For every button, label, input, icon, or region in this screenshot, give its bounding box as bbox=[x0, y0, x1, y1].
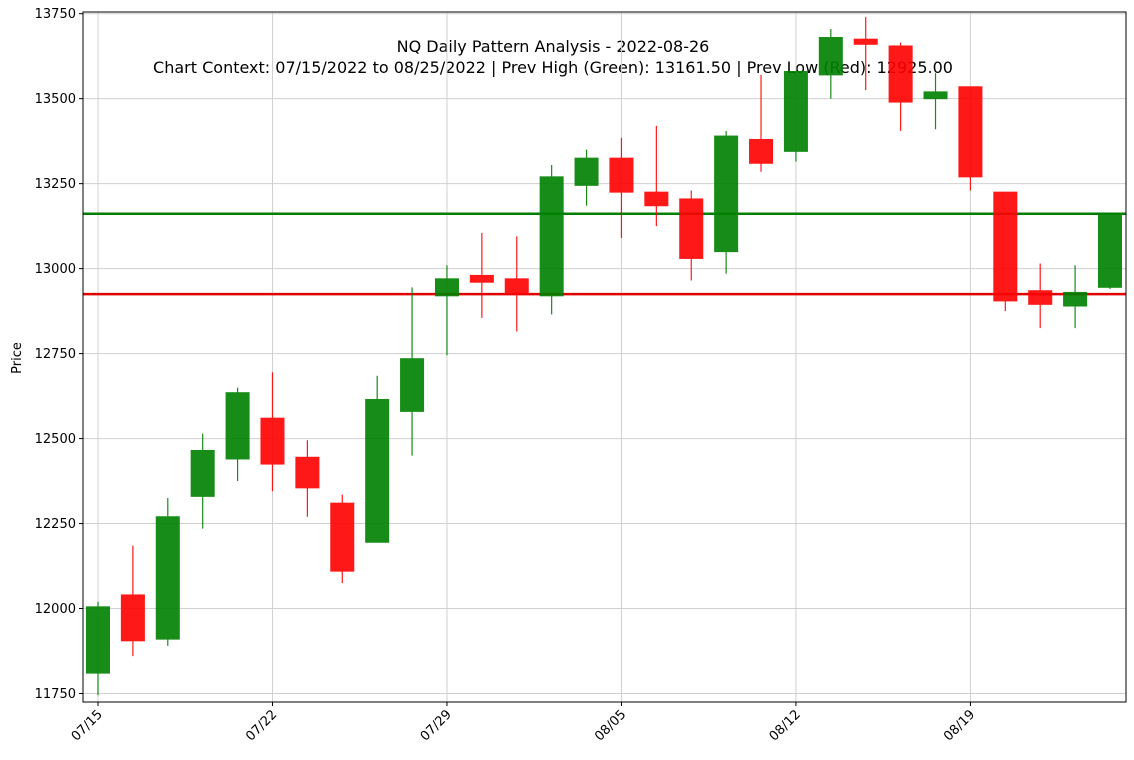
candle bbox=[714, 130, 739, 274]
candle-body bbox=[469, 274, 494, 283]
candle-body bbox=[609, 157, 634, 193]
chart-subtitle: Chart Context: 07/15/2022 to 08/25/2022 … bbox=[153, 58, 953, 77]
candle-body bbox=[190, 449, 215, 497]
candle-body bbox=[714, 135, 739, 253]
candle bbox=[783, 70, 808, 162]
candle-body bbox=[504, 278, 529, 295]
y-tick-label: 13500 bbox=[35, 92, 76, 107]
y-axis: 11750 12000 12250 12500 12750 13000 13250 13500… bbox=[35, 7, 83, 702]
candle bbox=[818, 28, 843, 99]
candle bbox=[923, 73, 948, 130]
candle-body bbox=[225, 392, 250, 460]
candle-body bbox=[365, 398, 390, 543]
candle-body bbox=[85, 606, 111, 674]
candle-body bbox=[958, 86, 983, 178]
candle bbox=[853, 17, 878, 91]
candle-body bbox=[644, 191, 669, 207]
y-axis-label: Price bbox=[10, 342, 25, 374]
x-tick-label: 07/15 bbox=[69, 707, 106, 744]
y-tick-label: 13750 bbox=[35, 7, 76, 22]
candle bbox=[295, 440, 320, 517]
candle bbox=[644, 125, 669, 227]
candle-body bbox=[1063, 291, 1088, 307]
y-tick-label: 12750 bbox=[35, 347, 76, 362]
candle-body bbox=[155, 516, 180, 640]
candle bbox=[365, 375, 390, 543]
candle bbox=[1097, 212, 1123, 290]
candle-body bbox=[574, 157, 599, 186]
candle bbox=[993, 191, 1018, 312]
candle-body bbox=[120, 594, 145, 642]
x-tick-label: 08/12 bbox=[767, 707, 804, 744]
candle bbox=[330, 494, 355, 584]
candle-body bbox=[818, 36, 843, 76]
candle bbox=[434, 265, 459, 356]
candle-body bbox=[330, 502, 355, 572]
candle-body bbox=[539, 176, 564, 297]
y-tick-label: 12500 bbox=[35, 432, 76, 447]
x-tick-label: 08/19 bbox=[941, 707, 978, 744]
candle bbox=[539, 164, 564, 315]
x-tick-label: 07/22 bbox=[243, 707, 280, 744]
candle bbox=[190, 433, 215, 529]
candle-body bbox=[679, 198, 704, 259]
candle bbox=[888, 42, 913, 131]
candle bbox=[1063, 265, 1088, 329]
candle bbox=[609, 137, 634, 239]
candle-body bbox=[993, 191, 1018, 302]
candle-body bbox=[1097, 213, 1123, 288]
candle bbox=[1028, 263, 1053, 329]
candle bbox=[469, 232, 494, 318]
chart-title: NQ Daily Pattern Analysis - 2022-08-26 bbox=[397, 37, 710, 56]
candle-body bbox=[400, 358, 425, 412]
candle bbox=[504, 236, 529, 332]
plot-frame bbox=[82, 11, 1127, 703]
candle bbox=[85, 601, 111, 696]
candle-body bbox=[1028, 290, 1053, 305]
candle bbox=[155, 498, 180, 646]
x-tick-label: 07/29 bbox=[418, 707, 455, 744]
candle bbox=[749, 74, 774, 172]
candle-body bbox=[295, 456, 320, 489]
y-tick-label: 12250 bbox=[35, 517, 76, 532]
candle bbox=[400, 287, 425, 456]
candle bbox=[120, 545, 145, 657]
candle-body bbox=[888, 45, 913, 103]
reference-lines bbox=[83, 212, 1126, 296]
candle-body bbox=[260, 417, 285, 465]
candle bbox=[260, 372, 285, 492]
candle bbox=[958, 86, 983, 191]
candles bbox=[85, 17, 1123, 696]
candle bbox=[574, 149, 599, 206]
y-tick-label: 11750 bbox=[35, 687, 76, 702]
y-tick-label: 13000 bbox=[35, 262, 76, 277]
grid bbox=[83, 12, 1126, 702]
candle-body bbox=[434, 278, 459, 297]
candle-body bbox=[749, 138, 774, 164]
y-tick-label: 13250 bbox=[35, 177, 76, 192]
x-axis: 07/15 07/22 07/29 08/05 08/12 08/19 bbox=[69, 702, 978, 744]
candle bbox=[679, 190, 704, 281]
candle-body bbox=[853, 38, 878, 45]
candle-body bbox=[923, 91, 948, 100]
candle bbox=[225, 387, 250, 482]
y-tick-label: 12000 bbox=[35, 602, 76, 617]
x-tick-label: 08/05 bbox=[592, 707, 629, 744]
candle-body bbox=[783, 70, 808, 152]
